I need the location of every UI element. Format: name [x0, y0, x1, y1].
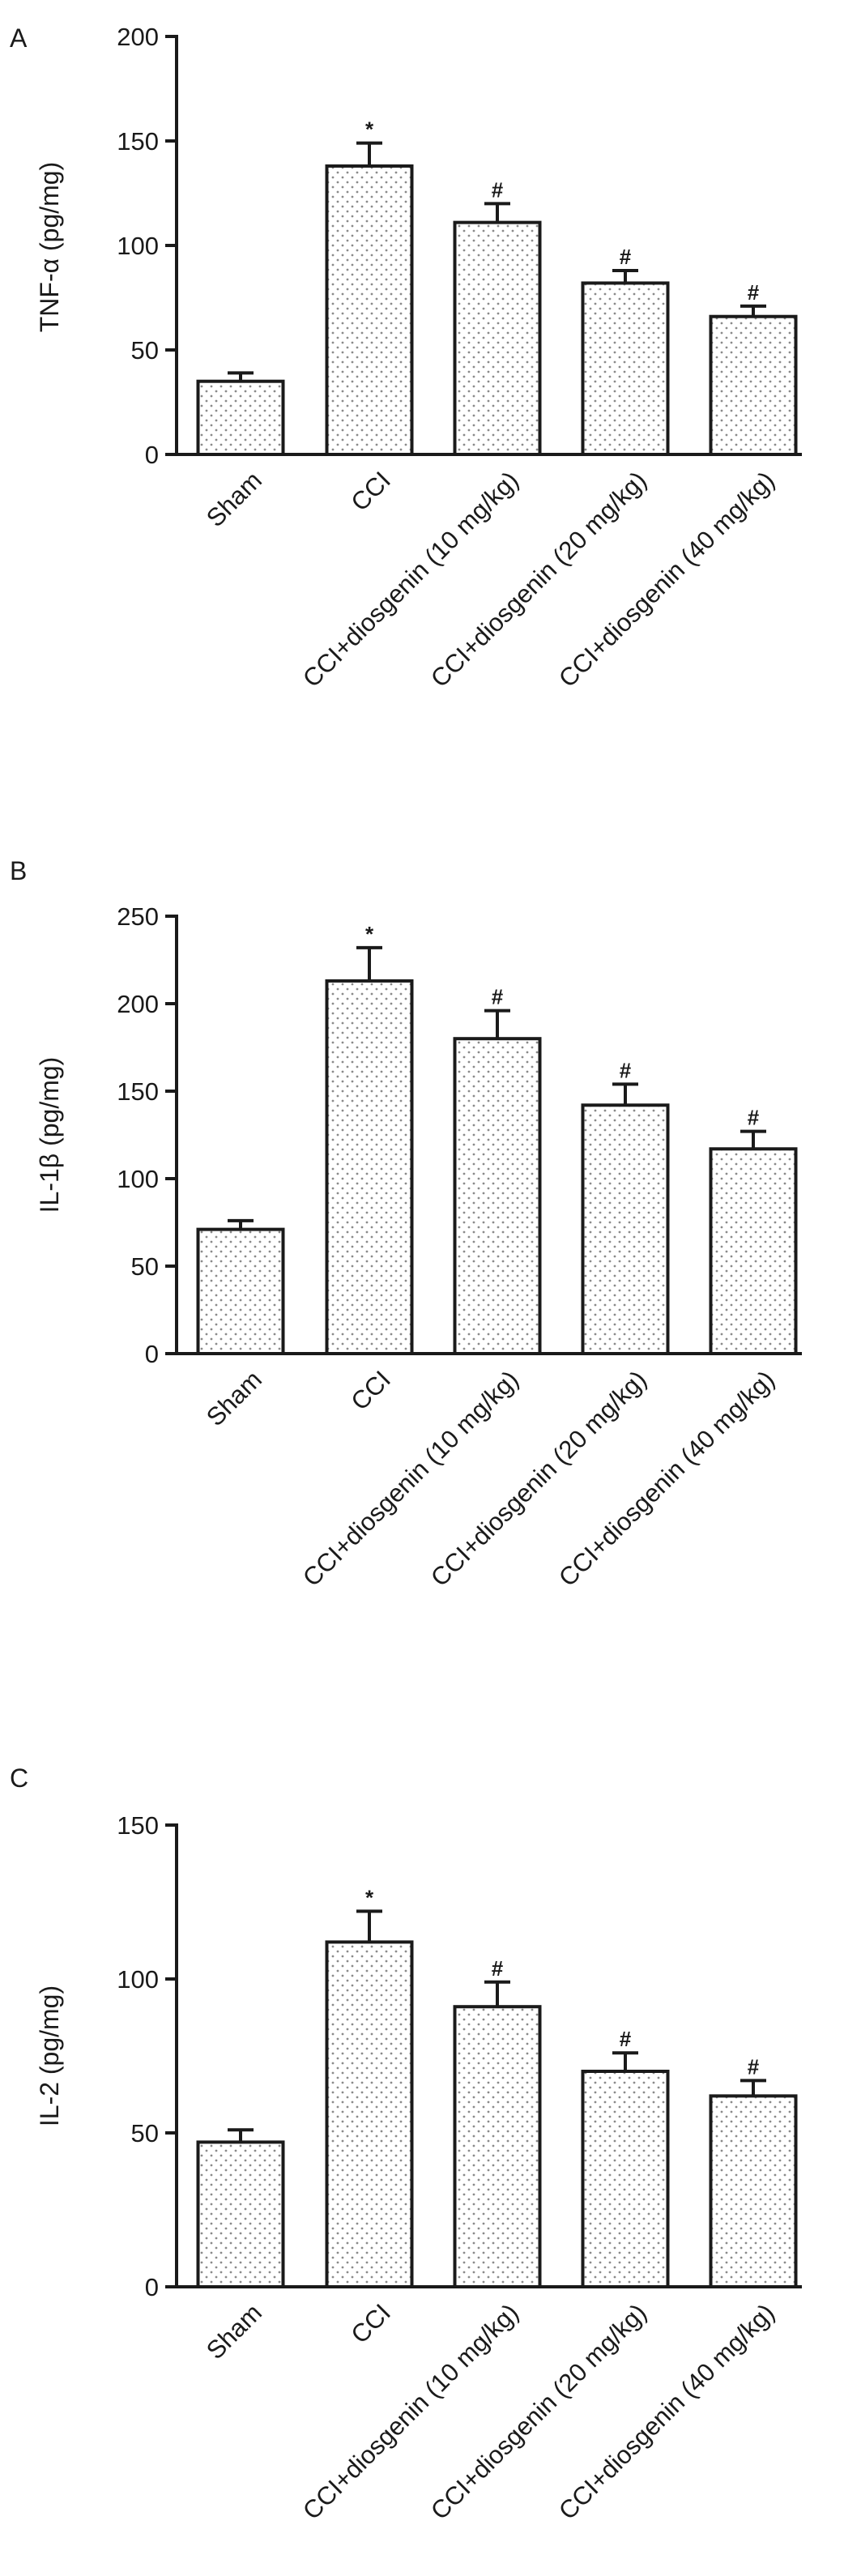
significance-marker: # [492, 985, 504, 1009]
significance-marker: # [748, 2054, 760, 2079]
significance-marker: * [365, 1885, 374, 1909]
x-category-label: CCI+diosgenin (10 mg/kg) [297, 466, 524, 693]
x-category-label: CCI+diosgenin (20 mg/kg) [425, 2298, 652, 2525]
y-tick-label: 250 [117, 902, 159, 931]
bar-chart-panel-b: B IL-1β (pg/mg) 0 50 100 150 200 250 Sham * CCI # CC… [10, 856, 802, 1592]
y-tick-label: 200 [117, 990, 159, 1018]
x-category-label: CCI [345, 2298, 396, 2349]
x-category-label: CCI [345, 1365, 396, 1416]
significance-marker: # [620, 245, 632, 269]
y-tick-label: 150 [117, 127, 159, 156]
bar [453, 220, 542, 456]
bar [325, 164, 414, 457]
bar [453, 1037, 542, 1355]
bar [709, 314, 798, 456]
panel-label: B [10, 856, 27, 885]
y-tick-label: 100 [117, 1965, 159, 1994]
significance-marker: * [365, 922, 374, 946]
y-tick-label: 150 [117, 1811, 159, 1840]
panel-label: A [10, 23, 28, 53]
bar [581, 281, 670, 456]
panel-label: C [10, 1764, 28, 1793]
x-category-label: CCI+diosgenin (20 mg/kg) [425, 466, 652, 693]
bar [196, 379, 285, 457]
y-axis-label: TNF-α (pg/mg) [35, 162, 64, 333]
x-category-label: CCI+diosgenin (10 mg/kg) [297, 1365, 524, 1592]
y-axis-label: IL-1β (pg/mg) [35, 1057, 64, 1213]
y-tick-label: 0 [145, 441, 159, 469]
y-tick-label: 100 [117, 1165, 159, 1193]
bar [325, 979, 414, 1356]
bar [453, 2005, 542, 2288]
x-category-label: CCI+diosgenin (10 mg/kg) [297, 2298, 524, 2525]
x-category-label: CCI+diosgenin (40 mg/kg) [553, 466, 780, 693]
y-tick-label: 50 [131, 336, 159, 365]
significance-marker: # [748, 280, 760, 305]
y-tick-label: 150 [117, 1077, 159, 1106]
significance-marker: # [620, 1058, 632, 1082]
y-tick-label: 50 [131, 2119, 159, 2147]
bar [709, 2094, 798, 2288]
y-tick-label: 50 [131, 1252, 159, 1281]
x-category-label: Sham [201, 2298, 267, 2365]
bar [325, 1940, 414, 2288]
significance-marker: # [492, 1956, 504, 1981]
x-category-label: Sham [201, 466, 267, 532]
x-category-label: Sham [201, 1365, 267, 1431]
bar [196, 1227, 285, 1356]
x-category-label: CCI+diosgenin (20 mg/kg) [425, 1365, 652, 1592]
bar [581, 1103, 670, 1356]
bar [709, 1147, 798, 1356]
bar-chart-panel-a: A TNF-α (pg/mg) 0 50 100 150 200 Sham * CCI # CCI+d… [10, 23, 802, 693]
x-category-label: CCI+diosgenin (40 mg/kg) [553, 1365, 780, 1592]
y-tick-label: 0 [145, 1340, 159, 1368]
y-tick-label: 200 [117, 23, 159, 51]
x-category-label: CCI [345, 466, 396, 517]
y-tick-label: 0 [145, 2273, 159, 2301]
significance-marker: # [620, 2027, 632, 2051]
significance-marker: # [492, 177, 504, 202]
bar-chart-panel-c: C IL-2 (pg/mg) 0 50 100 150 Sham * CCI # CCI+diosg… [10, 1764, 802, 2525]
significance-marker: * [365, 117, 374, 142]
y-axis-label: IL-2 (pg/mg) [35, 1985, 64, 2126]
significance-marker: # [748, 1106, 760, 1130]
x-category-label: CCI+diosgenin (40 mg/kg) [553, 2298, 780, 2525]
bar [196, 2140, 285, 2288]
bar [581, 2070, 670, 2288]
y-tick-label: 100 [117, 232, 159, 260]
